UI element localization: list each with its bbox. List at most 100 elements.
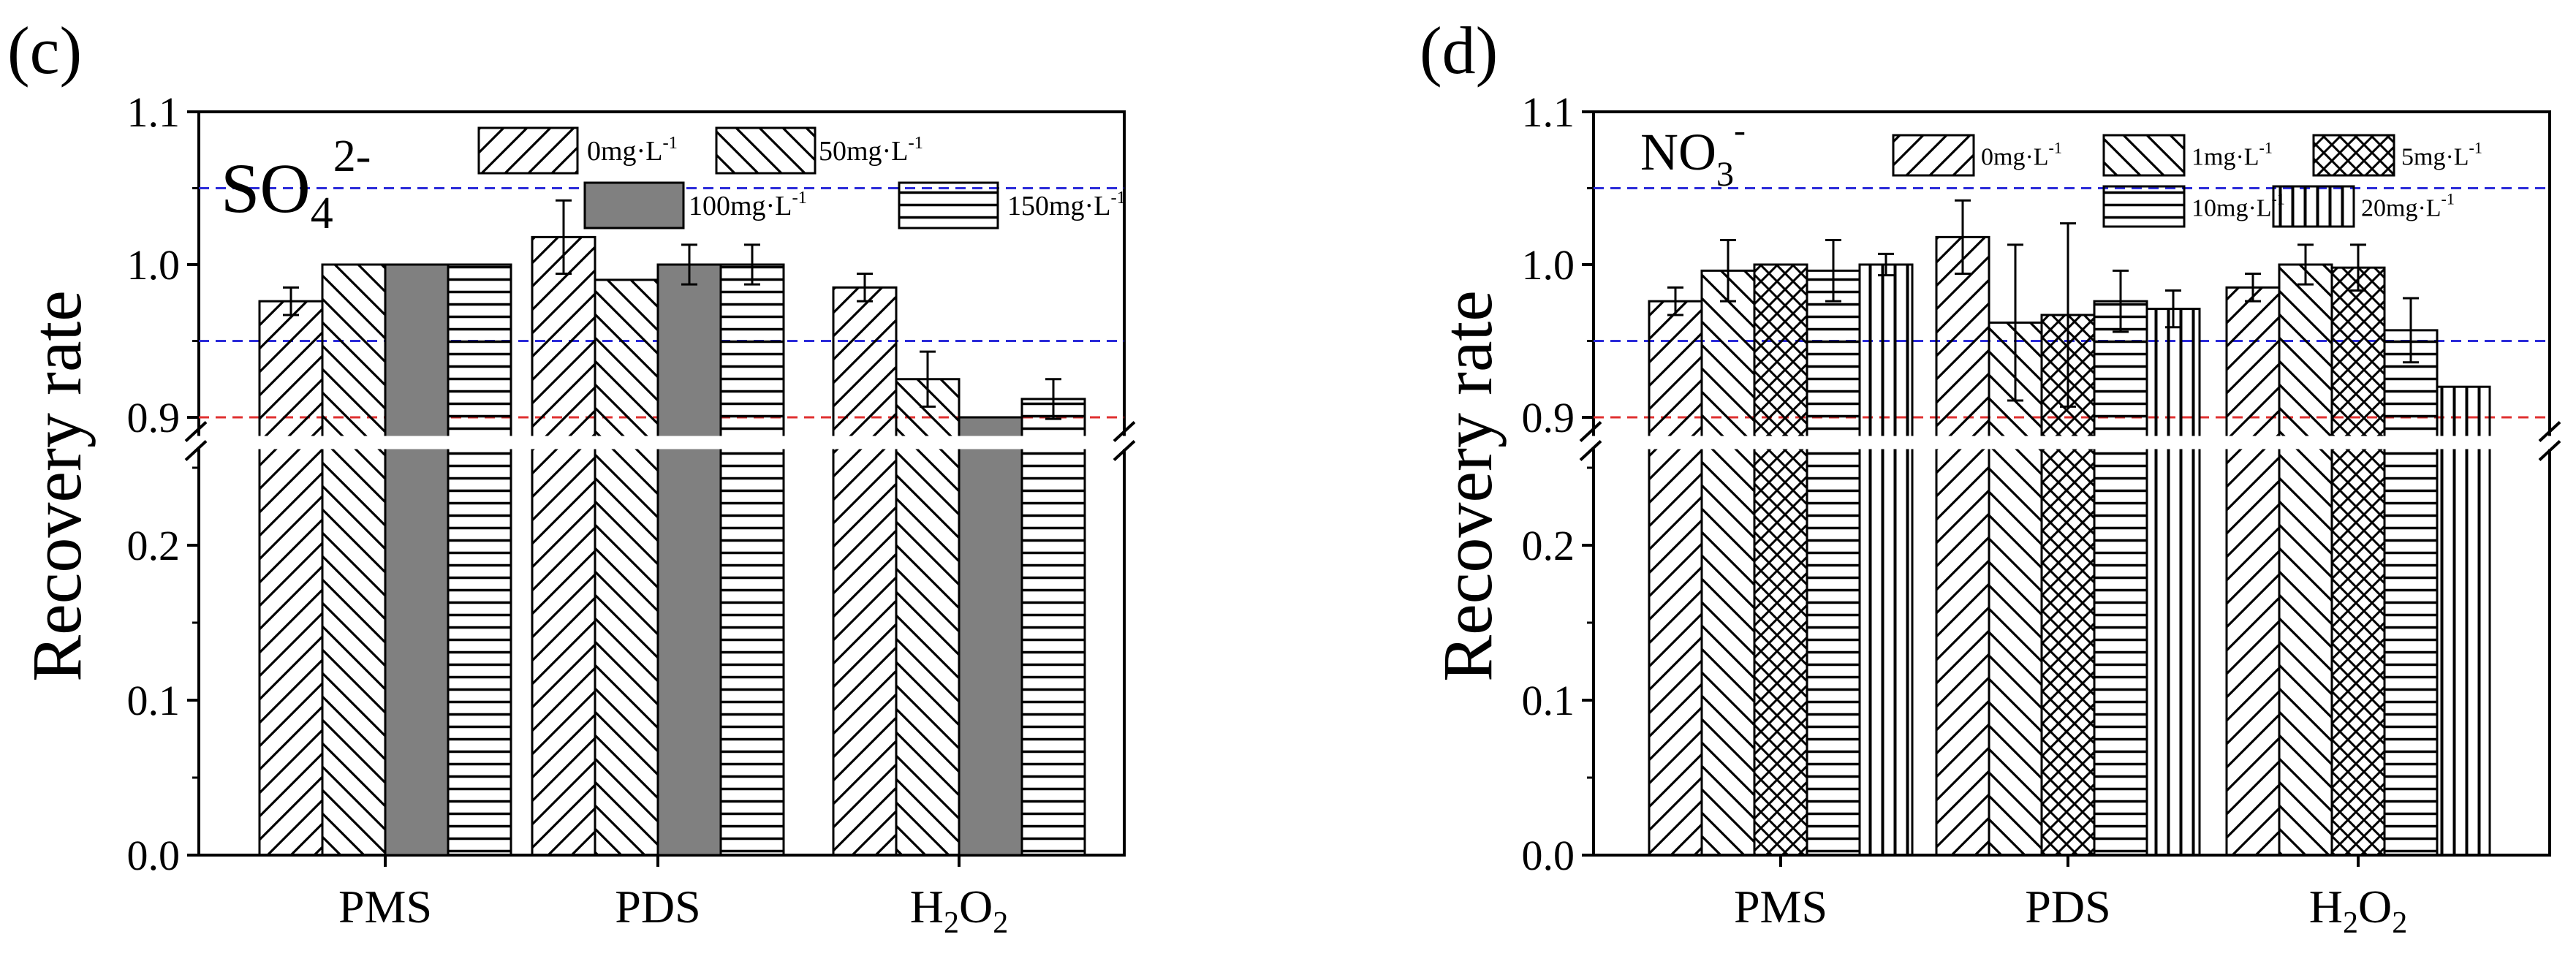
axis-break-mark	[2538, 421, 2561, 442]
x-tick-label-base: PDS	[615, 881, 700, 933]
bar	[384, 263, 450, 857]
x-tick-label-mid: O	[959, 881, 993, 933]
ion-label-sub: 3	[1716, 155, 1734, 194]
y-tick-label: 0.1	[1522, 677, 1575, 724]
axis-break-mark	[1113, 440, 1136, 461]
x-tick-label-sub: 2	[993, 906, 1008, 940]
bar	[1935, 235, 1990, 857]
legend-swatch	[2102, 134, 2186, 177]
ion-label: SO42-	[221, 132, 371, 238]
legend-swatch	[2272, 185, 2355, 228]
axis-break-mark	[1113, 421, 1136, 442]
legend-swatch	[715, 126, 817, 175]
bar	[656, 263, 722, 857]
bar	[2225, 286, 2281, 857]
bar	[2278, 263, 2333, 857]
bar	[258, 300, 324, 857]
chart-panel-d: 0.0 0.1 0.2 0.9 1.0 1.1 PMS PDS H2O2 Recovery rat…	[1420, 13, 2572, 940]
bar	[594, 278, 659, 857]
y-tick-label: 1.0	[127, 241, 181, 289]
x-tick-label-sub: 2	[2392, 906, 2407, 940]
legend-label-sup: -1	[662, 133, 678, 153]
x-tick-label: PMS	[338, 881, 432, 933]
ion-label: NO3-	[1640, 111, 1746, 194]
x-tick-label: H2O2	[910, 881, 1008, 940]
x-tick-label-base: H	[910, 881, 944, 933]
x-tick-label-base: PDS	[2025, 881, 2110, 933]
axis-break-mark	[184, 421, 208, 442]
y-axis-label: Recovery rate	[1428, 290, 1507, 682]
y-tick-label: 0.2	[127, 522, 181, 569]
x-tick-label: H2O2	[2309, 881, 2407, 940]
x-tick-label-sub: 2	[2343, 906, 2358, 940]
legend-label-sup: -1	[2441, 190, 2455, 208]
legend-label-base: 5mg·L	[2401, 144, 2469, 171]
axis-break-gap	[1572, 436, 2572, 449]
ion-label-base: SO	[221, 149, 311, 227]
ion-label-sub: 4	[311, 189, 333, 238]
bar	[447, 263, 512, 857]
y-tick-label: 0.0	[1522, 832, 1575, 879]
bar	[2145, 308, 2201, 857]
ion-label-sup: -	[1734, 111, 1746, 150]
legend-label-base: 150mg·L	[1007, 191, 1110, 221]
legend-label-base: 10mg·L	[2192, 195, 2272, 222]
x-tick-label: PDS	[615, 881, 700, 933]
legend-swatch	[583, 181, 685, 229]
x-tick-label-base: H	[2309, 881, 2343, 933]
bar	[895, 378, 961, 857]
bar	[321, 263, 387, 857]
y-tick-label: 0.9	[1522, 394, 1575, 441]
legend-label: 1mg·L-1	[2192, 139, 2273, 171]
x-tick-label-base: PMS	[1734, 881, 1827, 933]
y-tick-label: 1.1	[1522, 88, 1575, 136]
bar	[2330, 266, 2386, 857]
legend-swatch	[898, 181, 999, 229]
y-tick-label: 0.9	[127, 394, 181, 441]
bar	[2383, 329, 2439, 857]
legend-label: 20mg·L-1	[2361, 190, 2455, 222]
legend-label-sup: -1	[908, 133, 923, 153]
x-tick-label: PDS	[2025, 881, 2110, 933]
legend-label: 0mg·L-1	[587, 133, 678, 167]
y-tick-label: 1.0	[1522, 241, 1575, 289]
y-axis-label: Recovery rate	[18, 290, 96, 682]
ion-label-base: NO	[1640, 123, 1716, 181]
legend-label: 100mg·L-1	[689, 188, 807, 221]
legend-label-base: 50mg·L	[819, 136, 908, 167]
legend-swatch	[1892, 134, 1975, 177]
legend-label: 150mg·L-1	[1007, 188, 1126, 221]
legend-swatch	[477, 126, 579, 175]
x-tick-label: PMS	[1734, 881, 1827, 933]
legend-label-sup: -1	[792, 188, 807, 208]
legend-label-sup: -1	[2049, 139, 2062, 157]
bar	[2093, 300, 2148, 857]
legend-swatch	[2312, 134, 2395, 177]
legend-label: 5mg·L-1	[2401, 139, 2482, 171]
legend-label-sup: -1	[1110, 188, 1126, 208]
bar	[1806, 269, 1861, 857]
y-tick-label: 1.1	[127, 88, 181, 136]
bar	[1753, 263, 1808, 857]
bar	[1648, 300, 1703, 857]
bar	[958, 416, 1023, 857]
axis-break-mark	[1579, 421, 1602, 442]
y-tick-label: 0.2	[1522, 522, 1575, 569]
bar	[719, 263, 785, 857]
panel-label: (c)	[7, 13, 82, 88]
panel-label: (d)	[1420, 13, 1498, 88]
legend-label: 10mg·L-1	[2192, 190, 2285, 222]
bar	[531, 235, 596, 857]
bar	[2436, 385, 2491, 857]
x-tick-label-base: PMS	[338, 881, 432, 933]
legend-label: 0mg·L-1	[1981, 139, 2062, 171]
x-tick-label-sub: 2	[944, 906, 959, 940]
bar	[832, 286, 898, 857]
bar	[1020, 398, 1086, 857]
bar	[1858, 263, 1914, 857]
legend-label-base: 100mg·L	[689, 191, 792, 221]
ion-label-sup: 2-	[333, 132, 371, 181]
y-tick-label: 0.1	[127, 677, 181, 724]
legend-label-sup: -1	[2259, 139, 2273, 157]
